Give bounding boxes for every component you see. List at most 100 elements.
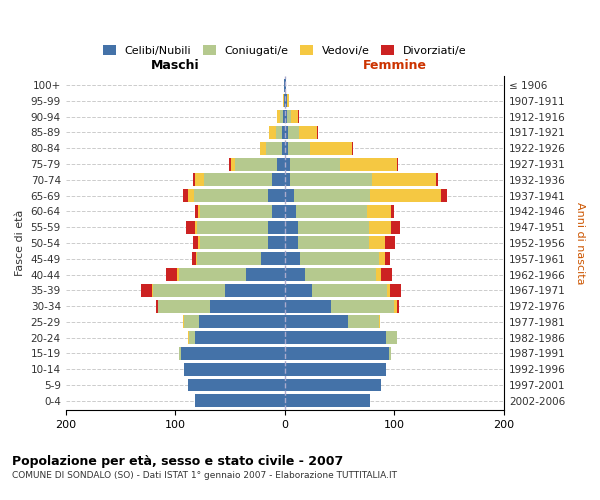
Bar xyxy=(197,252,261,265)
Bar xyxy=(183,316,184,328)
Bar xyxy=(261,252,285,265)
Bar xyxy=(290,158,340,170)
Bar xyxy=(370,189,442,202)
Bar xyxy=(285,205,296,218)
Bar xyxy=(184,316,199,328)
Text: Popolazione per età, sesso e stato civile - 2007: Popolazione per età, sesso e stato civil… xyxy=(12,455,343,468)
Bar xyxy=(179,347,181,360)
Bar xyxy=(298,236,369,250)
Bar xyxy=(285,158,290,170)
Bar xyxy=(193,174,195,186)
Bar xyxy=(268,189,285,202)
Bar xyxy=(190,331,195,344)
Bar xyxy=(281,126,285,139)
Bar xyxy=(436,174,438,186)
Bar xyxy=(285,110,287,123)
Text: Maschi: Maschi xyxy=(151,60,200,72)
Bar xyxy=(381,268,392,281)
Bar xyxy=(178,268,179,281)
Y-axis label: Fasce di età: Fasce di età xyxy=(15,210,25,276)
Bar xyxy=(284,94,285,108)
Bar xyxy=(188,331,190,344)
Bar xyxy=(386,331,397,344)
Bar xyxy=(195,394,285,407)
Bar xyxy=(158,300,210,312)
Bar xyxy=(285,236,298,250)
Bar xyxy=(288,126,299,139)
Bar xyxy=(195,174,204,186)
Bar xyxy=(198,236,200,250)
Bar xyxy=(152,284,154,297)
Bar xyxy=(376,268,381,281)
Bar xyxy=(229,158,231,170)
Bar xyxy=(391,205,394,218)
Bar xyxy=(183,189,188,202)
Bar xyxy=(280,110,283,123)
Bar xyxy=(397,158,398,170)
Bar xyxy=(285,78,286,92)
Bar xyxy=(260,142,266,154)
Bar xyxy=(184,363,285,376)
Text: COMUNE DI SONDALO (SO) - Dati ISTAT 1° gennaio 2007 - Elaborazione TUTTITALIA.IT: COMUNE DI SONDALO (SO) - Dati ISTAT 1° g… xyxy=(12,470,397,480)
Bar xyxy=(231,158,235,170)
Bar xyxy=(200,205,272,218)
Bar xyxy=(154,284,224,297)
Bar xyxy=(292,110,298,123)
Y-axis label: Anni di nascita: Anni di nascita xyxy=(575,202,585,284)
Bar xyxy=(285,174,290,186)
Text: Femmine: Femmine xyxy=(362,60,427,72)
Bar xyxy=(310,142,352,154)
Bar xyxy=(293,189,370,202)
Bar xyxy=(385,252,390,265)
Bar xyxy=(373,174,436,186)
Bar xyxy=(277,110,280,123)
Bar xyxy=(298,220,369,234)
Bar xyxy=(389,347,391,360)
Bar xyxy=(285,142,288,154)
Bar xyxy=(268,220,285,234)
Bar xyxy=(285,284,312,297)
Bar xyxy=(281,142,285,154)
Bar xyxy=(340,158,397,170)
Bar xyxy=(193,236,198,250)
Bar xyxy=(195,205,198,218)
Bar xyxy=(287,110,292,123)
Bar xyxy=(442,189,447,202)
Bar xyxy=(397,300,399,312)
Bar xyxy=(200,236,268,250)
Bar xyxy=(276,126,281,139)
Bar xyxy=(166,268,178,281)
Bar xyxy=(349,316,379,328)
Bar xyxy=(367,205,391,218)
Bar xyxy=(285,316,349,328)
Bar xyxy=(277,158,285,170)
Bar xyxy=(284,78,285,92)
Bar xyxy=(141,284,152,297)
Bar xyxy=(155,300,158,312)
Bar xyxy=(290,174,373,186)
Bar xyxy=(285,94,287,108)
Bar xyxy=(285,220,298,234)
Bar xyxy=(195,220,197,234)
Bar xyxy=(196,252,197,265)
Bar xyxy=(285,378,381,392)
Bar xyxy=(369,220,391,234)
Bar xyxy=(204,174,272,186)
Bar xyxy=(269,126,276,139)
Bar xyxy=(272,205,285,218)
Bar xyxy=(272,174,285,186)
Bar xyxy=(385,236,395,250)
Bar xyxy=(283,94,284,108)
Bar xyxy=(305,268,376,281)
Bar xyxy=(299,126,317,139)
Bar xyxy=(195,331,285,344)
Bar xyxy=(285,347,389,360)
Bar xyxy=(268,236,285,250)
Bar xyxy=(198,205,200,218)
Bar xyxy=(285,300,331,312)
Bar xyxy=(285,394,370,407)
Bar xyxy=(296,205,367,218)
Bar xyxy=(331,300,394,312)
Bar xyxy=(379,252,385,265)
Bar xyxy=(298,110,299,123)
